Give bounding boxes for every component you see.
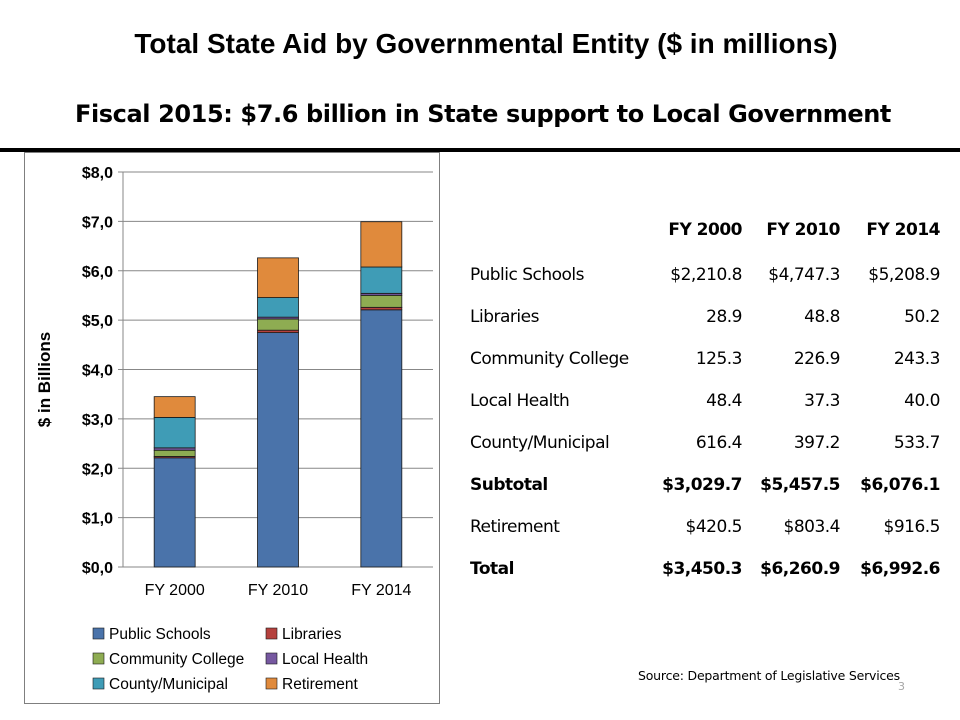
- slide-title: Total State Aid by Governmental Entity (…: [134, 28, 838, 59]
- stacked-bar-chart: $0,0 $1,0 $2,0 $3,0 $4,0 $5,0 $6,0 $7,0 $8,0 $ in…: [35, 165, 433, 693]
- table-header-fy2014: FY 2014: [866, 220, 940, 240]
- y-tick-label: $3,0: [82, 412, 113, 429]
- bar-segment: [360, 266, 403, 294]
- table-cell-value: 125.3: [695, 349, 743, 369]
- table-row-label: Community College: [470, 349, 629, 369]
- bar-segment: [257, 297, 299, 318]
- table-cell-value: $5,457.5: [760, 475, 840, 495]
- table-row: Libraries 28.9 48.8 50.2: [464, 296, 941, 338]
- bar-segment: [153, 396, 196, 418]
- y-tick-label: $4,0: [82, 363, 113, 380]
- title-divider: [0, 148, 960, 152]
- table-row: Subtotal $3,029.7 $5,457.5 $6,076.1: [464, 464, 941, 506]
- table-cell-value: 397.2: [793, 433, 841, 453]
- table-row: Local Health 48.4 37.3 40.0: [464, 380, 941, 422]
- bar-segment: [153, 417, 196, 449]
- table-cell-value: $6,992.6: [860, 559, 940, 579]
- legend-swatch: [92, 652, 105, 665]
- legend-label: Public Schools: [109, 626, 211, 643]
- slide-subtitle: Fiscal 2015: $7.6 billion in State suppo…: [74, 100, 892, 128]
- legend-swatch: [92, 677, 105, 690]
- bar-segment: [257, 318, 299, 331]
- legend-label: County/Municipal: [109, 676, 228, 693]
- table-row-label: Total: [470, 559, 514, 579]
- legend-swatch: [92, 627, 105, 640]
- table-row: Retirement $420.5 $803.4 $916.5: [464, 506, 941, 548]
- table-cell-value: $5,208.9: [868, 265, 940, 285]
- table-row-label: County/Municipal: [470, 433, 610, 453]
- bar-segment: [153, 449, 196, 457]
- x-tick-label: FY 2000: [145, 582, 205, 599]
- bar-segment: [360, 309, 403, 568]
- y-tick-label: $1,0: [82, 511, 113, 528]
- legend-label: Retirement: [282, 676, 358, 693]
- table-header-fy2000: FY 2000: [668, 220, 742, 240]
- legend-swatch: [265, 627, 278, 640]
- y-tick-label: $5,0: [82, 313, 113, 330]
- table-header-blank: [464, 206, 646, 254]
- table-cell-value: 28.9: [706, 307, 742, 327]
- table-cell-value: $3,450.3: [662, 559, 742, 579]
- table-cell-value: $4,747.3: [768, 265, 840, 285]
- bar-segment: [257, 332, 299, 568]
- bar-segment: [257, 257, 299, 298]
- table-cell-value: 50.2: [904, 307, 940, 327]
- y-tick-label: $2,0: [82, 461, 113, 478]
- table-row-label: Local Health: [470, 391, 570, 411]
- table-cell-value: 226.9: [793, 349, 841, 369]
- table-cell-value: 48.4: [706, 391, 742, 411]
- table-cell-value: $3,029.7: [662, 475, 742, 495]
- table-row: Total $3,450.3 $6,260.9 $6,992.6: [464, 548, 941, 590]
- table-cell-value: $2,210.8: [670, 265, 742, 285]
- table-row-label: Libraries: [470, 307, 539, 327]
- table-cell-value: 48.8: [804, 307, 840, 327]
- table-row-label: Retirement: [470, 517, 560, 537]
- x-tick-label: FY 2010: [248, 582, 308, 599]
- legend-swatch: [265, 652, 278, 665]
- legend-swatch: [265, 677, 278, 690]
- table-cell-value: 37.3: [804, 391, 840, 411]
- table-cell-value: $420.5: [685, 517, 743, 537]
- table-header-row: FY 2000 FY 2010 FY 2014: [464, 206, 940, 254]
- bar-segment: [360, 221, 403, 268]
- y-tick-label: $6,0: [82, 264, 113, 281]
- bar-segment: [360, 294, 403, 308]
- table-cell-value: 616.4: [695, 433, 743, 453]
- table-row: Community College 125.3 226.9 243.3: [464, 338, 941, 380]
- legend-label: Local Health: [282, 651, 368, 668]
- x-tick-label: FY 2014: [351, 582, 411, 599]
- table-row-label: Subtotal: [470, 475, 548, 495]
- bar-segment: [153, 457, 196, 568]
- slide-number: 3: [898, 680, 905, 693]
- table-header-fy2010: FY 2010: [766, 220, 840, 240]
- y-axis-label: $ in Billions: [35, 332, 54, 427]
- table-row: County/Municipal 616.4 397.2 533.7: [464, 422, 941, 464]
- table-cell-value: 533.7: [893, 433, 941, 453]
- source-note: Source: Department of Legislative Servic…: [638, 668, 900, 683]
- legend-label: Community College: [109, 651, 244, 668]
- chart-frame: $0,0 $1,0 $2,0 $3,0 $4,0 $5,0 $6,0 $7,0 $8,0 $ in…: [24, 152, 440, 704]
- table-row-label: Public Schools: [470, 265, 585, 285]
- y-tick-label: $8,0: [82, 165, 113, 182]
- table-cell-value: 243.3: [893, 349, 941, 369]
- table-cell-value: $916.5: [883, 517, 941, 537]
- legend-label: Libraries: [282, 626, 342, 643]
- table-cell-value: $6,076.1: [860, 475, 940, 495]
- table-cell-value: $803.4: [783, 517, 841, 537]
- table-row: Public Schools $2,210.8 $4,747.3 $5,208.9: [464, 254, 941, 296]
- table-body: Public Schools $2,210.8 $4,747.3 $5,208.9 Li…: [464, 254, 941, 590]
- table-cell-value: 40.0: [904, 391, 940, 411]
- y-tick-label: $7,0: [82, 214, 113, 231]
- y-tick-label: $0,0: [82, 560, 113, 577]
- table-cell-value: $6,260.9: [760, 559, 840, 579]
- state-aid-table: FY 2000 FY 2010 FY 2014 Public Schools $2…: [464, 206, 941, 590]
